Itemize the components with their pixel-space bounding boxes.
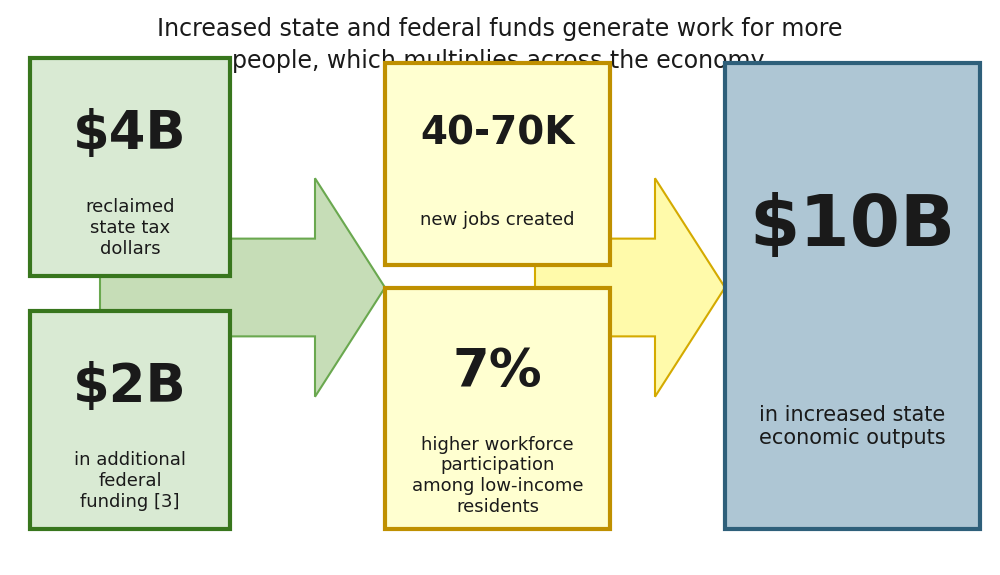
FancyBboxPatch shape bbox=[30, 58, 230, 276]
FancyBboxPatch shape bbox=[385, 63, 610, 264]
Text: $4B: $4B bbox=[73, 108, 187, 160]
Text: new jobs created: new jobs created bbox=[420, 211, 575, 229]
FancyBboxPatch shape bbox=[725, 63, 980, 529]
Text: 7%: 7% bbox=[453, 346, 542, 398]
Text: higher workforce
participation
among low-income
residents: higher workforce participation among low… bbox=[412, 436, 583, 516]
Polygon shape bbox=[100, 178, 385, 397]
Polygon shape bbox=[535, 178, 725, 397]
Text: $10B: $10B bbox=[749, 191, 956, 261]
Text: 40-70K: 40-70K bbox=[420, 114, 575, 153]
FancyBboxPatch shape bbox=[385, 288, 610, 529]
FancyBboxPatch shape bbox=[30, 310, 230, 529]
Text: in additional
federal
funding [3]: in additional federal funding [3] bbox=[74, 451, 186, 511]
Text: $2B: $2B bbox=[73, 361, 187, 413]
Text: in increased state
economic outputs: in increased state economic outputs bbox=[759, 405, 946, 448]
Text: Increased state and federal funds generate work for more
people, which multiplie: Increased state and federal funds genera… bbox=[157, 17, 843, 73]
Text: reclaimed
state tax
dollars: reclaimed state tax dollars bbox=[85, 198, 175, 258]
